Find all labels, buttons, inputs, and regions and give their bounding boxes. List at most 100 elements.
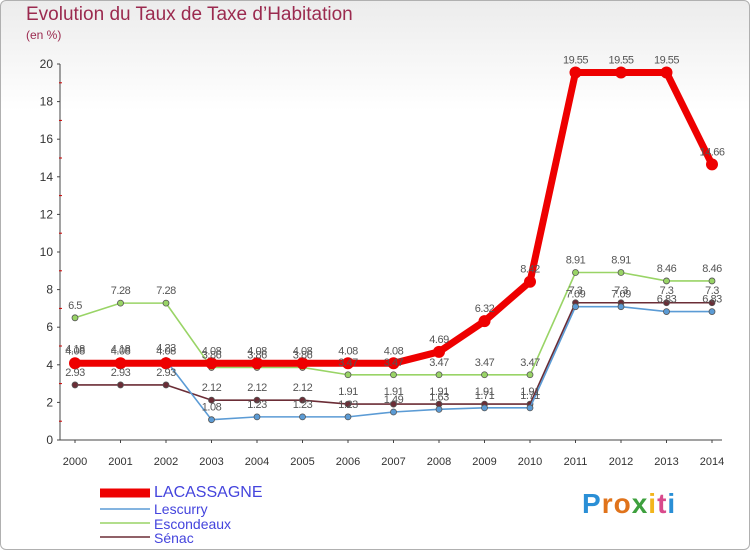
data-label-2: 3.47	[475, 357, 495, 369]
data-label-2: 3.86	[247, 349, 267, 361]
data-label-3: 2.12	[293, 382, 313, 394]
data-label-1: 7.09	[566, 289, 586, 301]
data-label-0: 4.08	[156, 345, 176, 357]
data-label-0: 4.08	[247, 345, 267, 357]
data-point-0	[251, 357, 263, 370]
data-label-0: 4.08	[384, 345, 404, 357]
data-label-0: 4.08	[111, 345, 131, 357]
data-point-1	[435, 405, 443, 413]
x-tick-label: 2010	[518, 456, 542, 468]
data-label-0: 4.69	[429, 334, 449, 346]
data-point-2	[344, 371, 352, 379]
data-label-1: 1.71	[520, 390, 540, 402]
y-tick-label: 6	[46, 320, 53, 334]
data-label-2: 3.86	[293, 349, 313, 361]
data-label-3: 2.12	[202, 382, 222, 394]
data-label-3: 2.93	[156, 367, 176, 379]
data-point-2	[617, 269, 625, 276]
data-point-2	[663, 277, 670, 285]
data-label-2: 8.46	[657, 263, 677, 275]
data-point-1	[617, 303, 625, 311]
data-point-1	[663, 308, 670, 315]
data-point-0	[69, 357, 81, 370]
chart-axes: 0 2 4 6 8 10 12 14 16 18 20 2000 2001 2002 2003 2004 200…	[40, 57, 725, 468]
data-point-0	[660, 66, 673, 79]
y-tick-label: 10	[40, 245, 54, 259]
data-point-1	[708, 308, 716, 315]
data-label-1: 1.23	[293, 399, 313, 411]
logo-letter: o	[613, 488, 632, 519]
x-tick-label: 2002	[154, 456, 178, 468]
data-point-0	[569, 66, 582, 79]
data-label-2: 6.5	[68, 300, 82, 312]
data-label-2: 7.28	[111, 285, 131, 297]
data-label-3: 7.3	[705, 285, 719, 297]
data-label-1: 4.23	[156, 342, 176, 354]
proxiti-logo: Proxiti	[582, 488, 676, 520]
data-label-3: 2.12	[247, 382, 267, 394]
data-label-3: 2.93	[111, 367, 131, 379]
y-tick-label: 2	[46, 395, 53, 409]
data-point-1	[253, 413, 261, 421]
data-point-1	[299, 413, 306, 421]
data-label-3: 7.3	[569, 285, 583, 297]
logo-letter: x	[631, 488, 649, 519]
data-label-1: 4.18	[65, 343, 85, 355]
data-label-1: 4.18	[111, 343, 131, 355]
data-point-0	[433, 345, 445, 358]
data-point-3	[344, 400, 352, 408]
data-point-2	[71, 314, 79, 322]
logo-letter: i	[648, 488, 658, 519]
legend-label-escondeaux: Escondeaux	[154, 516, 232, 532]
data-point-0	[387, 357, 400, 370]
data-point-0	[160, 357, 172, 370]
y-tick-label: 20	[40, 57, 54, 71]
data-point-2	[117, 299, 124, 307]
chart-title: Evolution du Taux de Taxe d’Habitation	[26, 4, 353, 25]
data-point-2	[390, 371, 397, 379]
legend-label-senac: Sénac	[154, 530, 194, 546]
data-point-1	[572, 303, 579, 311]
y-tick-label: 14	[40, 170, 54, 184]
chart-unit-label: (en %)	[26, 28, 62, 42]
data-point-3	[117, 381, 124, 389]
data-label-0: 4.08	[65, 345, 85, 357]
logo-letter: r	[601, 488, 614, 519]
x-tick-label: 2005	[290, 456, 314, 468]
data-label-0: 4.08	[338, 345, 358, 357]
data-label-3: 1.91	[475, 386, 495, 398]
data-label-3: 7.3	[660, 285, 674, 297]
data-label-0: 19.55	[608, 54, 633, 66]
data-label-3: 1.91	[429, 386, 449, 398]
data-label-1: 1.23	[338, 399, 358, 411]
data-label-1: 1.23	[247, 399, 267, 411]
data-label-2: 3.47	[338, 357, 358, 369]
data-point-3	[71, 381, 79, 389]
data-point-3	[253, 396, 261, 404]
data-point-3	[663, 299, 670, 307]
x-tick-label: 2009	[472, 456, 496, 468]
data-point-0	[296, 357, 309, 370]
data-point-3	[299, 396, 306, 404]
data-label-3: 2.93	[65, 367, 85, 379]
data-point-1	[344, 413, 352, 421]
logo-letter: P	[582, 488, 602, 519]
data-label-1: 1.49	[384, 394, 404, 406]
x-tick-label: 2006	[336, 456, 360, 468]
data-label-2: 3.47	[384, 357, 404, 369]
data-point-3	[208, 396, 215, 404]
data-label-2: 8.91	[611, 254, 631, 266]
y-tick-label: 0	[46, 433, 53, 447]
data-point-0	[342, 357, 354, 370]
data-label-0: 4.08	[293, 345, 313, 357]
series-layer	[69, 66, 718, 424]
data-label-0: 4.08	[202, 345, 222, 357]
data-label-0: 19.55	[563, 54, 588, 66]
data-label-1: 1.08	[202, 402, 222, 414]
data-point-0	[524, 275, 536, 288]
data-point-0	[615, 66, 627, 79]
logo-letter: i	[667, 488, 677, 519]
x-tick-label: 2004	[245, 456, 269, 468]
x-tick-label: 2001	[108, 456, 132, 468]
